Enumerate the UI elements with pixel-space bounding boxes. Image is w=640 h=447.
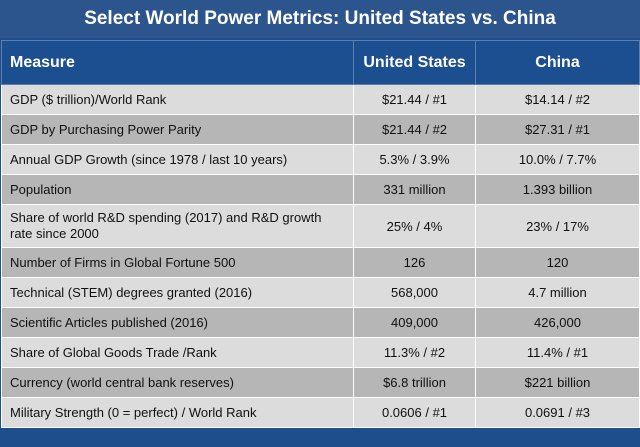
- measure-cell: Annual GDP Growth (since 1978 / last 10 …: [1, 144, 354, 175]
- china-value-cell: 23% / 17%: [475, 204, 640, 248]
- measure-cell: Scientific Articles published (2016): [1, 307, 354, 338]
- metrics-table: Measure United States China GDP ($ trill…: [1, 40, 640, 428]
- table-header-row: Measure United States China: [1, 40, 640, 85]
- us-value-cell: $6.8 trillion: [353, 367, 476, 398]
- table-row: Share of world R&D spending (2017) and R…: [1, 204, 640, 248]
- us-value-cell: 568,000: [353, 277, 476, 308]
- china-value-cell: 11.4% / #1: [475, 337, 640, 368]
- table-row: Currency (world central bank reserves) $…: [1, 367, 640, 398]
- header-china: China: [475, 40, 640, 85]
- measure-cell: Technical (STEM) degrees granted (2016): [1, 277, 354, 308]
- china-value-cell: 0.0691 / #3: [475, 397, 640, 428]
- measure-cell: GDP by Purchasing Power Parity: [1, 114, 354, 145]
- china-value-cell: 10.0% / 7.7%: [475, 144, 640, 175]
- header-measure: Measure: [1, 40, 354, 85]
- china-value-cell: 4.7 million: [475, 277, 640, 308]
- measure-cell: Share of Global Goods Trade /Rank: [1, 337, 354, 368]
- us-value-cell: 126: [353, 247, 476, 278]
- us-value-cell: $21.44 / #1: [353, 84, 476, 115]
- table-row: Number of Firms in Global Fortune 500 12…: [1, 247, 640, 278]
- china-value-cell: 1.393 billion: [475, 174, 640, 205]
- table-row: GDP ($ trillion)/World Rank $21.44 / #1 …: [1, 84, 640, 115]
- us-value-cell: 331 million: [353, 174, 476, 205]
- us-value-cell: $21.44 / #2: [353, 114, 476, 145]
- measure-cell: Number of Firms in Global Fortune 500: [1, 247, 354, 278]
- table-row: Scientific Articles published (2016) 409…: [1, 307, 640, 338]
- china-value-cell: $221 billion: [475, 367, 640, 398]
- us-value-cell: 11.3% / #2: [353, 337, 476, 368]
- measure-cell: Population: [1, 174, 354, 205]
- measure-cell: GDP ($ trillion)/World Rank: [1, 84, 354, 115]
- china-value-cell: $27.31 / #1: [475, 114, 640, 145]
- page-title: Select World Power Metrics: United State…: [0, 0, 640, 38]
- table-row: GDP by Purchasing Power Parity $21.44 / …: [1, 114, 640, 145]
- us-value-cell: 5.3% / 3.9%: [353, 144, 476, 175]
- us-value-cell: 25% / 4%: [353, 204, 476, 248]
- china-value-cell: 120: [475, 247, 640, 278]
- china-value-cell: 426,000: [475, 307, 640, 338]
- table-row: Annual GDP Growth (since 1978 / last 10 …: [1, 144, 640, 175]
- china-value-cell: $14.14 / #2: [475, 84, 640, 115]
- table-row: Technical (STEM) degrees granted (2016) …: [1, 277, 640, 308]
- measure-cell: Share of world R&D spending (2017) and R…: [1, 204, 354, 248]
- us-value-cell: 409,000: [353, 307, 476, 338]
- header-united-states: United States: [353, 40, 476, 85]
- measure-cell: Military Strength (0 = perfect) / World …: [1, 397, 354, 428]
- us-value-cell: 0.0606 / #1: [353, 397, 476, 428]
- table-row: Population 331 million 1.393 billion: [1, 174, 640, 205]
- table-row: Share of Global Goods Trade /Rank 11.3% …: [1, 337, 640, 368]
- measure-cell: Currency (world central bank reserves): [1, 367, 354, 398]
- table-row: Military Strength (0 = perfect) / World …: [1, 397, 640, 428]
